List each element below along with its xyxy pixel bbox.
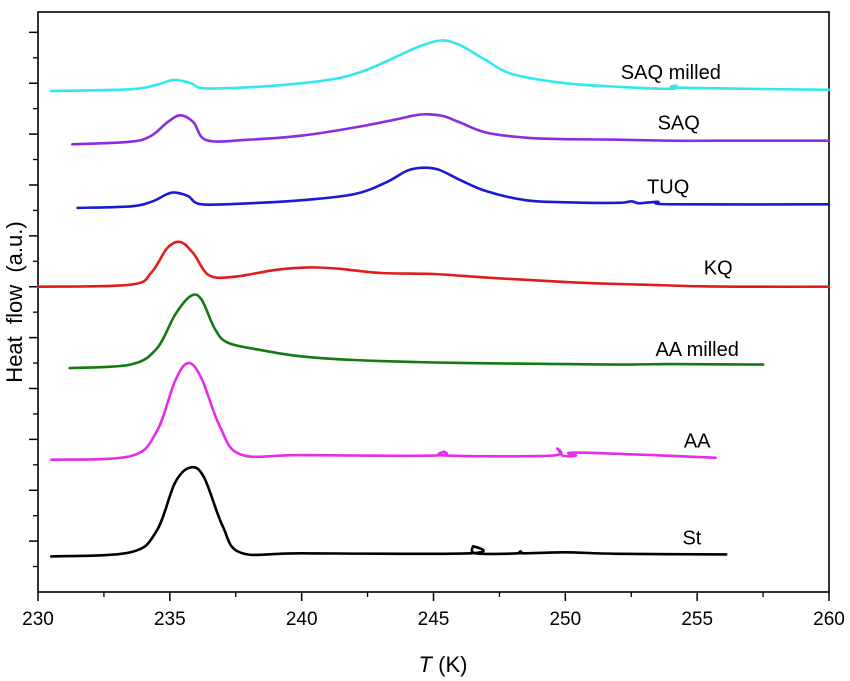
series-label-saq-milled: SAQ milled — [621, 62, 721, 84]
curve-saq — [71, 112, 831, 146]
x-tick-label: 240 — [286, 609, 318, 630]
series-label-saq: SAQ — [658, 113, 700, 135]
plot-border — [37, 11, 830, 593]
x-tick-label: 230 — [22, 609, 54, 630]
x-tick-label: 260 — [813, 609, 845, 630]
series-label-kq: KQ — [704, 258, 733, 280]
y-axis-title: Heat flow (a.u.) — [2, 221, 27, 382]
series-label-aa: AA — [684, 431, 711, 453]
curve-saq-milled — [49, 39, 831, 93]
curve-aa — [49, 361, 717, 461]
x-axis-title: T (K) — [419, 652, 468, 677]
series-labels: SAQ milled SAQ TUQ KQ AA milled AA St — [621, 62, 739, 550]
curve-st — [49, 465, 728, 558]
x-tick-label: 255 — [681, 609, 713, 630]
x-tick-label: 235 — [154, 609, 186, 630]
series-label-tuq: TUQ — [647, 176, 689, 198]
curves — [36, 39, 831, 558]
x-tick-label: 250 — [549, 609, 581, 630]
curve-kq — [36, 240, 831, 289]
x-tick-label: 245 — [418, 609, 450, 630]
x-axis-title-symbol: T — [419, 652, 434, 677]
plot-frame — [37, 11, 830, 593]
curve-aa-milled — [68, 293, 765, 370]
series-label-aa-milled: AA milled — [655, 339, 738, 361]
x-axis-title-unit: (K) — [432, 652, 467, 677]
curve-tuq — [76, 166, 831, 210]
series-label-st: St — [682, 527, 701, 549]
axis-ticks: 230 235 240 245 250 255 260 — [22, 31, 845, 630]
